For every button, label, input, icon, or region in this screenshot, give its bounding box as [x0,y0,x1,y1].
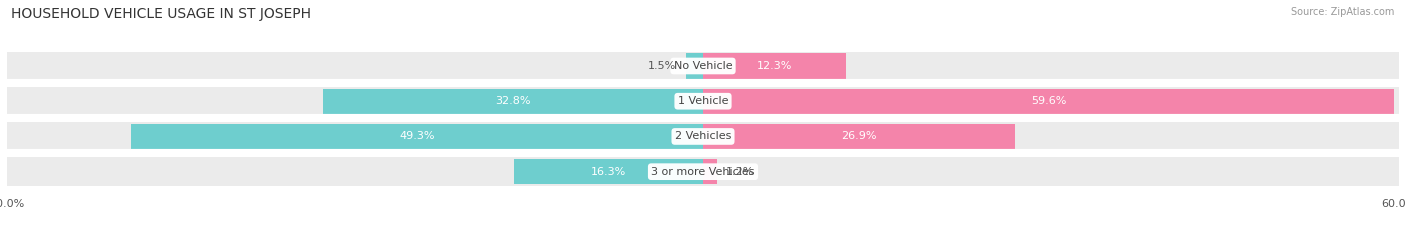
Text: 59.6%: 59.6% [1031,96,1066,106]
Text: No Vehicle: No Vehicle [673,61,733,71]
Bar [7,122,1399,151]
Text: 32.8%: 32.8% [495,96,530,106]
Text: 3 or more Vehicles: 3 or more Vehicles [651,167,755,177]
Text: 16.3%: 16.3% [591,167,626,177]
Bar [7,87,1399,116]
Bar [703,159,717,184]
Text: HOUSEHOLD VEHICLE USAGE IN ST JOSEPH: HOUSEHOLD VEHICLE USAGE IN ST JOSEPH [11,7,311,21]
Bar [7,157,1399,186]
Text: 2 Vehicles: 2 Vehicles [675,131,731,141]
Bar [686,53,703,79]
Text: 1.5%: 1.5% [648,61,676,71]
Text: 49.3%: 49.3% [399,131,434,141]
Bar [703,124,1015,149]
Text: 1.2%: 1.2% [725,167,755,177]
Bar [703,89,1395,114]
Bar [131,124,703,149]
Bar [515,159,703,184]
Text: 12.3%: 12.3% [756,61,792,71]
Text: Source: ZipAtlas.com: Source: ZipAtlas.com [1291,7,1395,17]
Text: 1 Vehicle: 1 Vehicle [678,96,728,106]
Text: 26.9%: 26.9% [841,131,877,141]
Bar [322,89,703,114]
Bar [703,53,845,79]
Bar [7,51,1399,80]
